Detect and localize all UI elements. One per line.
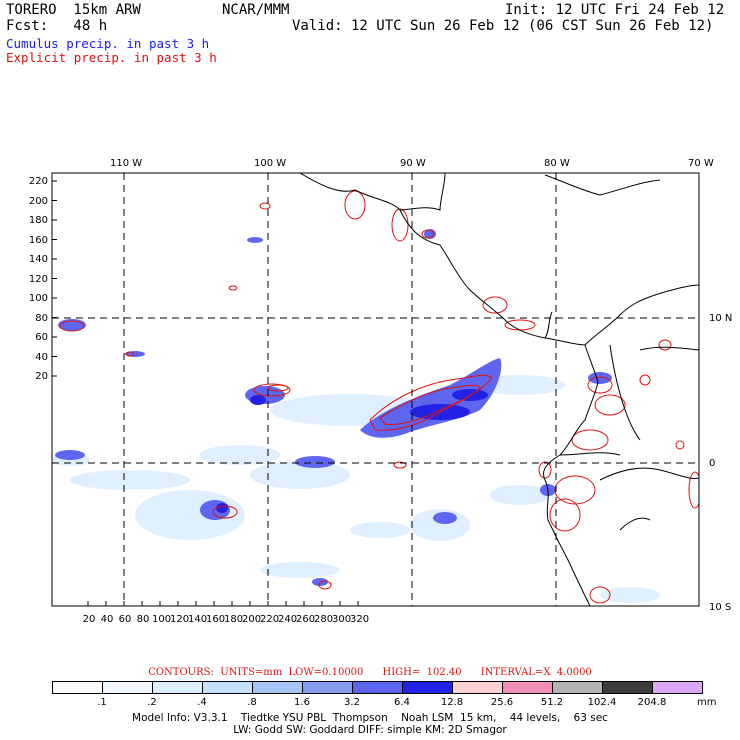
- x-tick-label: 240: [278, 614, 298, 625]
- lat-label-0: 0: [709, 458, 716, 469]
- x-tick-label: 40: [100, 614, 114, 625]
- y-tick-label: 200: [28, 195, 48, 207]
- y-tick-label: 140: [28, 254, 48, 265]
- x-tick-label: 160: [206, 614, 226, 625]
- scale-label: .2: [147, 697, 157, 708]
- scale-swatch: [302, 681, 353, 694]
- footer-model-info: Model Info: V3.3.1 Tiedtke YSU PBL Thomp…: [132, 712, 608, 724]
- scale-label: 51.2: [540, 697, 564, 708]
- x-tick-label: 280: [314, 614, 334, 625]
- footer-physics-info: LW: Godd SW: Goddard DIFF: simple KM: 2D…: [233, 724, 507, 736]
- axis-tickmarks: [52, 180, 359, 606]
- lon-label-110w: 110 W: [110, 158, 143, 169]
- lon-label-80w: 80 W: [544, 158, 570, 169]
- y-tick-label: 160: [28, 234, 48, 246]
- x-tick-label: 80: [136, 614, 150, 625]
- x-tick-label: 140: [188, 614, 208, 625]
- scale-label: 3.2: [344, 697, 360, 708]
- x-tick-label: 60: [118, 614, 132, 625]
- latlon-grid: [52, 173, 699, 606]
- scale-swatch: [452, 681, 503, 694]
- y-tick-label: 180: [28, 215, 48, 226]
- x-tick-label: 220: [260, 614, 280, 625]
- x-tick-label: 200: [242, 614, 262, 625]
- lon-label-70w: 70 W: [688, 158, 714, 169]
- lon-label-90w: 90 W: [400, 158, 426, 169]
- x-tick-label: 100: [152, 614, 172, 625]
- contours-info: CONTOURS: UNITS=mm LOW=0.10000 HIGH= 102…: [0, 667, 740, 679]
- scale-label: 1.6: [294, 697, 310, 708]
- lon-label-100w: 100 W: [254, 158, 287, 169]
- x-tick-label: 20: [82, 614, 96, 625]
- scale-swatch: [602, 681, 653, 694]
- scale-swatch: [102, 681, 153, 694]
- lat-label-10s: 10 S: [709, 602, 732, 613]
- scale-swatch: [202, 681, 253, 694]
- light-precip-shading: [52, 375, 660, 603]
- scale-label: .8: [247, 697, 257, 708]
- explicit-legend: Explicit precip. in past 3 h: [6, 50, 217, 65]
- x-tick-label: 180: [224, 614, 244, 625]
- map-frame: [51, 172, 700, 607]
- scale-swatch: [152, 681, 203, 694]
- y-tick-label: 80: [35, 312, 48, 324]
- y-tick-label: 220: [28, 176, 48, 187]
- scale-label: .1: [97, 697, 107, 708]
- contours-low: 0.10000: [322, 667, 364, 678]
- lat-label-10n: 10 N: [709, 313, 733, 324]
- y-tick-label: 120: [28, 273, 48, 285]
- y-tick-label: 40: [35, 351, 48, 363]
- scale-swatch: [652, 681, 703, 694]
- x-tick-label: 300: [332, 614, 352, 625]
- contours-high-label: HIGH=: [382, 667, 421, 678]
- scale-label: 25.6: [490, 697, 514, 708]
- contours-interval-label: INTERVAL=X: [480, 667, 551, 678]
- scale-label: 102.4: [587, 697, 617, 708]
- org-label: NCAR/MMM: [222, 2, 290, 18]
- scale-label: 12.8: [440, 697, 464, 708]
- y-tick-label: 20: [35, 371, 48, 382]
- init-time: Init: 12 UTC Fri 24 Feb 12: [505, 2, 725, 18]
- valid-time: Valid: 12 UTC Sun 26 Feb 12 (06 CST Sun …: [292, 18, 714, 34]
- scale-label: 204.8: [637, 697, 667, 708]
- contours-interval: 4.0000: [556, 667, 592, 678]
- scale-label: .4: [197, 697, 207, 708]
- scale-swatch: [252, 681, 303, 694]
- scale-swatch: [352, 681, 403, 694]
- x-tick-label: 320: [350, 614, 370, 625]
- y-tick-label: 60: [35, 332, 48, 343]
- scale-unit: mm: [697, 697, 717, 708]
- contours-prefix: CONTOURS: UNITS=mm LOW=: [148, 667, 323, 678]
- scale-swatch: [52, 681, 103, 694]
- scale-label: 6.4: [394, 697, 410, 708]
- scale-swatch: [502, 681, 553, 694]
- cumulus-legend: Cumulus precip. in past 3 h: [6, 36, 210, 51]
- scale-swatch: [552, 681, 603, 694]
- model-title: TORERO 15km ARW: [6, 2, 141, 18]
- contours-high: 102.40: [426, 667, 462, 678]
- forecast-hour: Fcst: 48 h: [6, 18, 108, 34]
- coastlines: [299, 173, 699, 606]
- explicit-precip-contours: [59, 190, 699, 604]
- x-tick-label: 120: [170, 614, 190, 625]
- y-tick-label: 100: [28, 293, 48, 304]
- x-tick-label: 260: [296, 614, 316, 625]
- scale-swatch: [402, 681, 453, 694]
